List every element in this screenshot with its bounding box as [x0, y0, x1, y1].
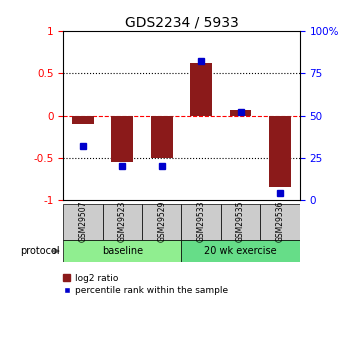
Bar	[142, 204, 182, 240]
Bar	[182, 204, 221, 240]
Bar	[221, 204, 260, 240]
Text: baseline: baseline	[102, 246, 143, 256]
Bar	[260, 204, 300, 240]
Bar	[269, 116, 291, 187]
Bar	[190, 63, 212, 116]
Bar	[72, 116, 94, 124]
Bar	[151, 116, 173, 158]
Title: GDS2234 / 5933: GDS2234 / 5933	[125, 16, 238, 30]
Bar	[112, 116, 133, 162]
Bar	[103, 204, 142, 240]
Text: GSM29533: GSM29533	[197, 201, 206, 243]
Legend: log2 ratio, percentile rank within the sample: log2 ratio, percentile rank within the s…	[63, 274, 228, 295]
Text: GSM29535: GSM29535	[236, 201, 245, 243]
Text: 20 wk exercise: 20 wk exercise	[204, 246, 277, 256]
Bar	[63, 240, 182, 262]
Text: protocol: protocol	[20, 246, 60, 256]
Bar	[182, 240, 300, 262]
Text: GSM29523: GSM29523	[118, 201, 127, 243]
Text: GSM29536: GSM29536	[275, 201, 284, 243]
Text: GSM29507: GSM29507	[78, 201, 87, 243]
Bar	[230, 110, 251, 116]
Bar	[63, 204, 103, 240]
Text: GSM29529: GSM29529	[157, 201, 166, 243]
